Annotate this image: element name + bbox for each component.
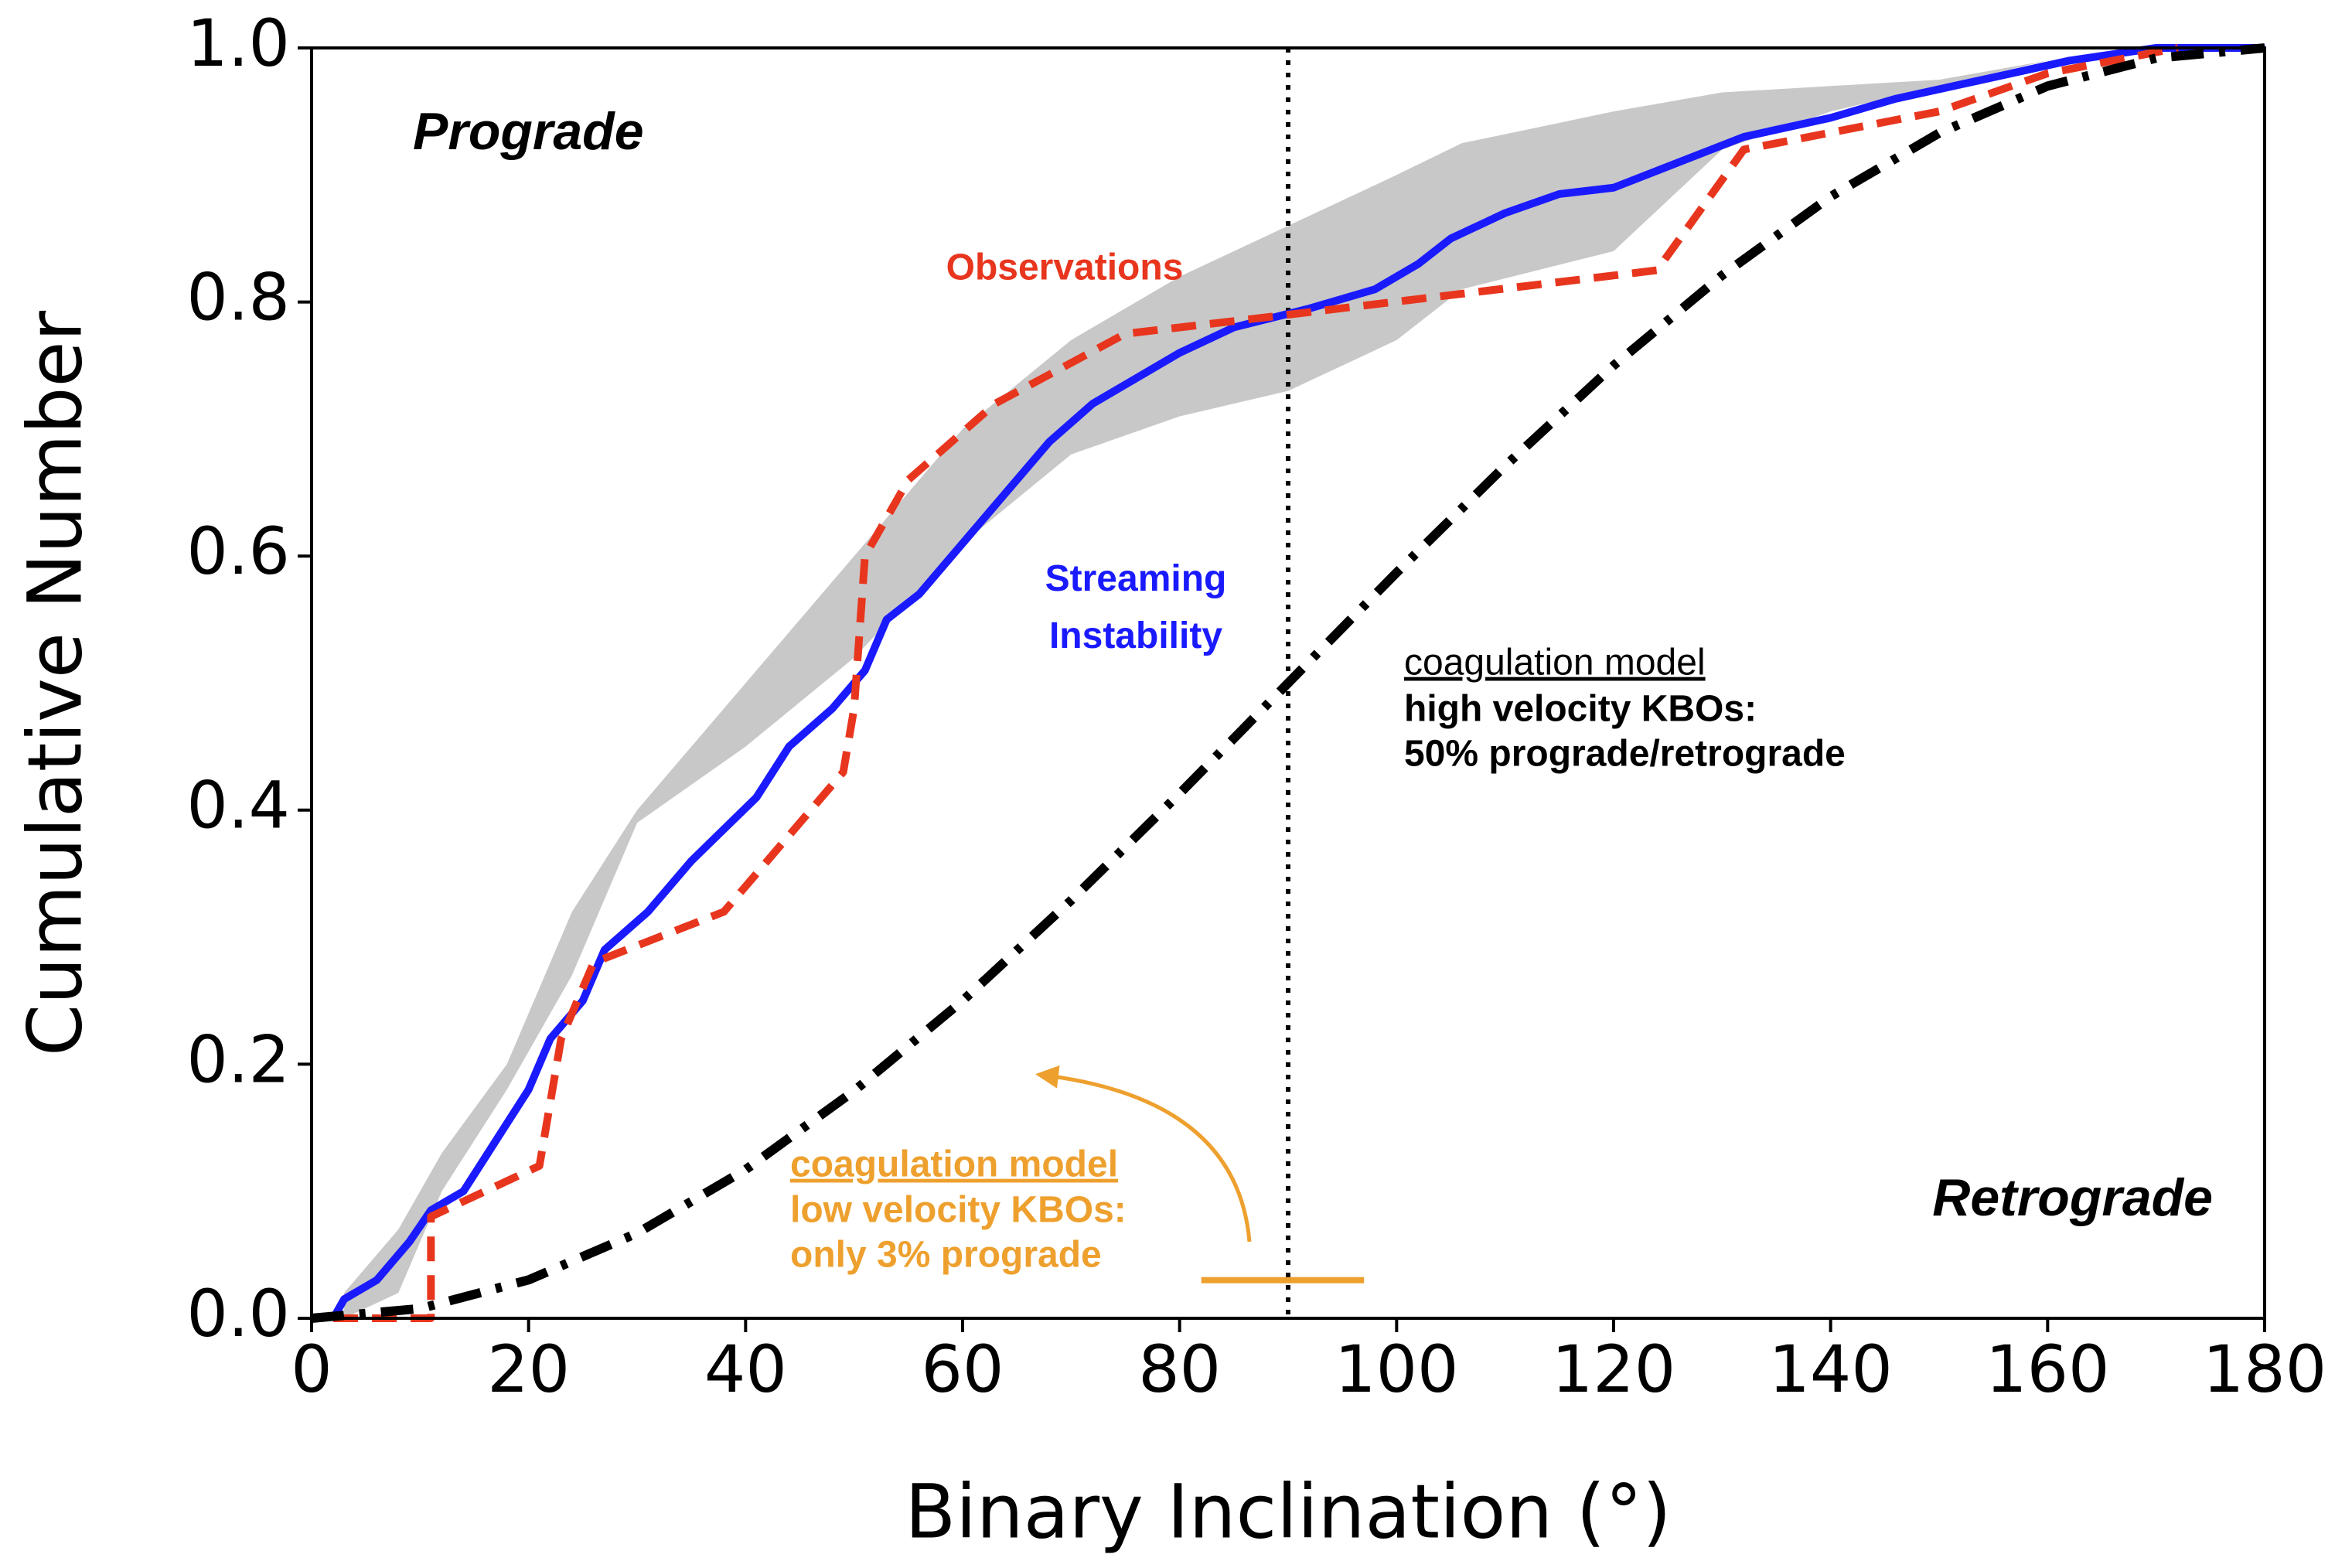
y-axis-label: Cumulative Number [12, 310, 98, 1056]
high-velocity-line: 50% prograde/retrograde [1404, 734, 1846, 775]
x-tick-label: 60 [922, 1331, 1004, 1407]
x-tick-label: 0 [291, 1331, 332, 1407]
x-tick-label: 120 [1552, 1331, 1675, 1407]
series-line [333, 44, 2179, 1322]
y-tick-label: 0.4 [186, 768, 290, 844]
series-line [311, 43, 2265, 1323]
arrow [1035, 1065, 1252, 1242]
series-line [329, 44, 2265, 1321]
plot-area [311, 43, 2265, 1323]
y-tick-label: 0.6 [186, 513, 290, 589]
low-velocity-line: low velocity KBOs: [790, 1190, 1127, 1231]
y-tick-label: 0.0 [186, 1276, 290, 1352]
x-tick-label: 80 [1138, 1331, 1221, 1407]
x-tick-label: 40 [704, 1331, 787, 1407]
uncertainty-band [344, 48, 2156, 1318]
low-velocity-title: coagulation model [790, 1144, 1118, 1185]
x-tick-label: 160 [1986, 1331, 2109, 1407]
x-tick-label: 20 [487, 1331, 570, 1407]
high-velocity-title: coagulation model [1404, 643, 1706, 683]
retrograde-label: Retrograde [1932, 1168, 2213, 1227]
high-velocity-line: high velocity KBOs: [1404, 689, 1757, 730]
y-tick-label: 0.2 [186, 1021, 290, 1097]
streaming-label: Streaming Instability [1045, 558, 1227, 656]
low-velocity-line: only 3% prograde [790, 1235, 1102, 1276]
prograde-label: Prograde [413, 102, 644, 161]
plot-frame [310, 46, 2266, 1320]
observations-label: Observations [946, 247, 1184, 288]
x-axis-label: Binary Inclination (°) [905, 1468, 1671, 1555]
x-tick-label: 180 [2203, 1331, 2326, 1407]
x-tick-label: 140 [1768, 1331, 1892, 1407]
x-tick-label: 100 [1335, 1331, 1458, 1407]
y-tick-label: 0.8 [186, 260, 290, 336]
y-tick-label: 1.0 [186, 5, 290, 81]
